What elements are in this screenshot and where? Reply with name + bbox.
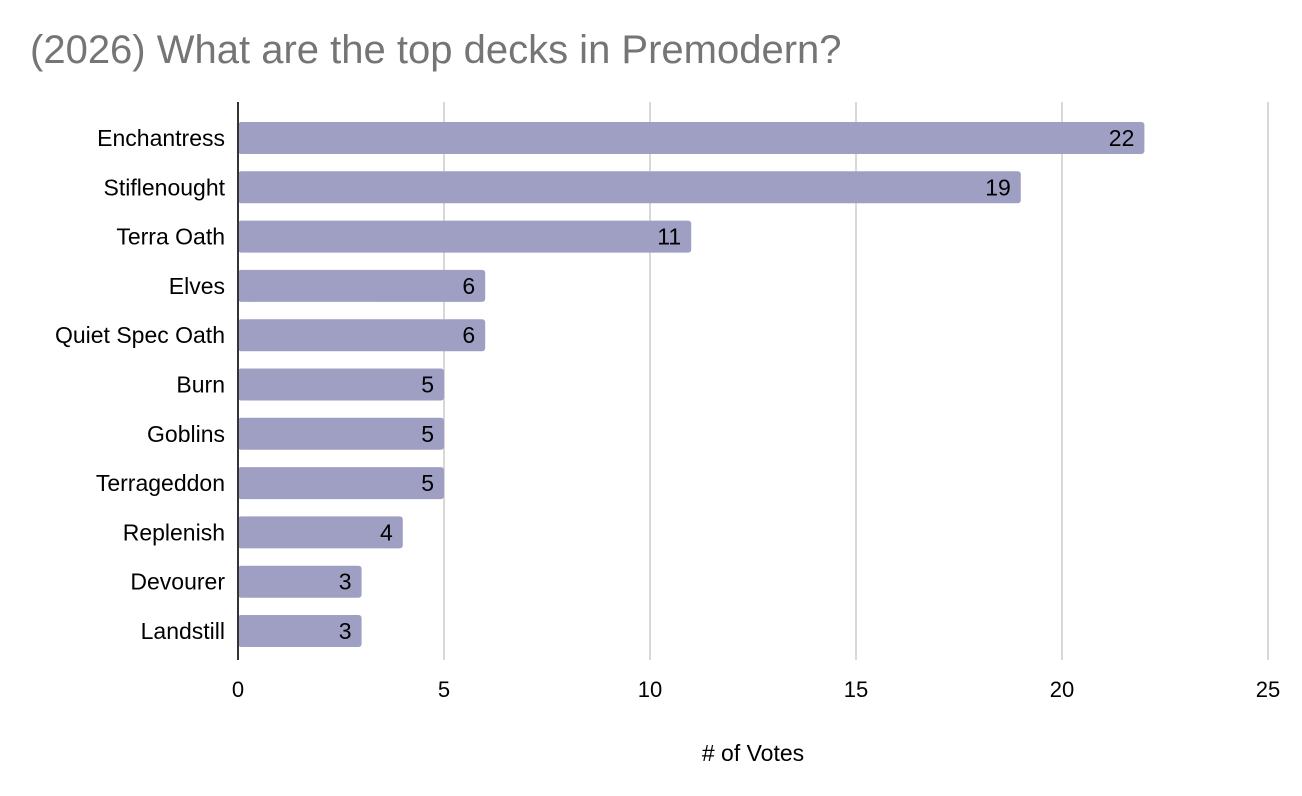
bar bbox=[238, 220, 692, 253]
category-label: Terra Oath bbox=[116, 224, 225, 250]
bar bbox=[238, 516, 403, 549]
data-labels: 22 19 11 6 6 5 5 5 4 3 3 bbox=[339, 125, 1135, 644]
data-label: 19 bbox=[985, 174, 1011, 200]
category-label: Stiflenought bbox=[104, 174, 226, 200]
data-label: 3 bbox=[339, 618, 352, 644]
data-label: 5 bbox=[421, 470, 434, 496]
bar bbox=[238, 319, 486, 352]
x-tick-label: 10 bbox=[638, 677, 662, 702]
x-tick-label: 5 bbox=[438, 677, 450, 702]
data-label: 5 bbox=[421, 421, 434, 447]
x-axis-title: # of Votes bbox=[702, 740, 804, 766]
data-label: 4 bbox=[380, 519, 393, 545]
chart-title: (2026) What are the top decks in Premode… bbox=[30, 28, 842, 72]
data-label: 3 bbox=[339, 569, 352, 595]
x-tick-label: 15 bbox=[844, 677, 868, 702]
bar bbox=[238, 269, 486, 302]
x-tick-label: 25 bbox=[1256, 677, 1280, 702]
category-label: Goblins bbox=[147, 421, 225, 447]
bars bbox=[238, 122, 1145, 647]
category-label: Quiet Spec Oath bbox=[55, 322, 225, 348]
category-label: Burn bbox=[176, 372, 225, 398]
data-label: 5 bbox=[421, 372, 434, 398]
category-label: Elves bbox=[169, 273, 225, 299]
category-label: Replenish bbox=[123, 519, 225, 545]
x-tick-label: 20 bbox=[1050, 677, 1074, 702]
category-label: Landstill bbox=[141, 618, 225, 644]
data-label: 11 bbox=[657, 224, 681, 250]
category-labels: Enchantress Stiflenought Terra Oath Elves Qu… bbox=[55, 125, 226, 644]
bar bbox=[238, 171, 1021, 204]
bar bbox=[238, 417, 444, 450]
x-tick-labels: 0 5 10 15 20 25 bbox=[232, 677, 1280, 702]
data-label: 22 bbox=[1109, 125, 1135, 151]
bar bbox=[238, 467, 444, 500]
x-tick-label: 0 bbox=[232, 677, 244, 702]
category-label: Enchantress bbox=[97, 125, 225, 151]
bar bbox=[238, 368, 444, 401]
category-label: Terrageddon bbox=[96, 470, 225, 496]
bar bbox=[238, 122, 1145, 154]
data-label: 6 bbox=[462, 322, 475, 348]
bar bbox=[238, 615, 362, 647]
category-label: Devourer bbox=[130, 569, 225, 595]
bar bbox=[238, 565, 362, 598]
data-label: 6 bbox=[462, 273, 475, 299]
